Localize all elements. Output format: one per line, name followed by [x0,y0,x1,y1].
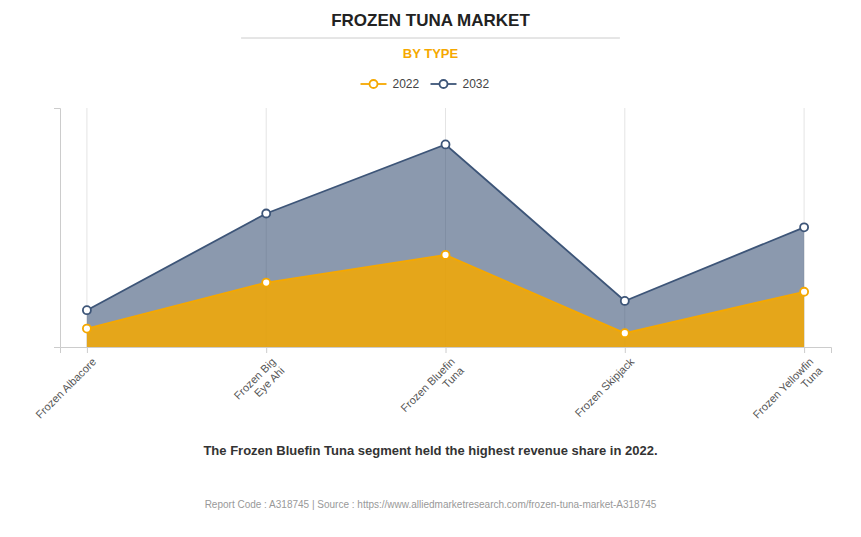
legend: 2022 2032 [361,77,490,91]
grid [87,108,804,347]
marker [83,306,91,314]
area [87,144,804,347]
tick-label: Frozen BluefinTuna [398,355,466,423]
tick-label: Frozen YellowfinTuna [750,355,825,430]
marker [621,329,629,337]
chart: FROZEN TUNA MARKET BY TYPE Frozen Albacore… [0,0,861,537]
tick-label: Frozen Skipjack [572,355,636,419]
tick: Frozen BigEye Ahi [232,347,287,411]
marker [442,140,450,148]
area [87,255,804,347]
title: FROZEN TUNA MARKET [331,11,530,30]
axis-line [61,348,832,354]
tick: Frozen Albacore [33,347,98,421]
marks [83,140,808,347]
plot: Frozen Albacore Frozen BigEye Ahi Frozen B… [33,108,831,430]
annotation: Report Code : A318745 | Source : https:/… [205,499,657,510]
marker [800,288,808,296]
line [87,144,804,310]
legend-marker [440,80,448,88]
axis-line [54,109,61,348]
annotation: The Frozen Bluefin Tuna segment held the… [203,443,657,458]
x-axis: Frozen Albacore Frozen BigEye Ahi Frozen B… [33,347,831,430]
divider [241,38,620,39]
legend-label: 2022 [393,77,420,91]
marker [800,223,808,231]
marker [621,297,629,305]
marker [442,251,450,259]
marker [262,210,270,218]
marker [262,279,270,287]
tick-label: Frozen Albacore [33,355,98,420]
tick-label: Frozen BigEye Ahi [232,355,287,410]
tick: Frozen Skipjack [572,347,636,419]
tick-mark [446,347,447,353]
tick-mark [266,347,267,353]
tick: Frozen BluefinTuna [398,347,466,423]
tick: Frozen YellowfinTuna [750,347,825,430]
legend-marker [370,80,378,88]
tick-mark [625,347,626,353]
legend-item: 2022 [361,77,420,91]
legend-label: 2032 [463,77,490,91]
y-axis [54,109,61,348]
line [87,255,804,333]
tick-mark [804,347,805,353]
legend-item: 2032 [431,77,490,91]
tick-mark [87,347,88,353]
marker [83,325,91,333]
subtitle: BY TYPE [403,46,459,61]
